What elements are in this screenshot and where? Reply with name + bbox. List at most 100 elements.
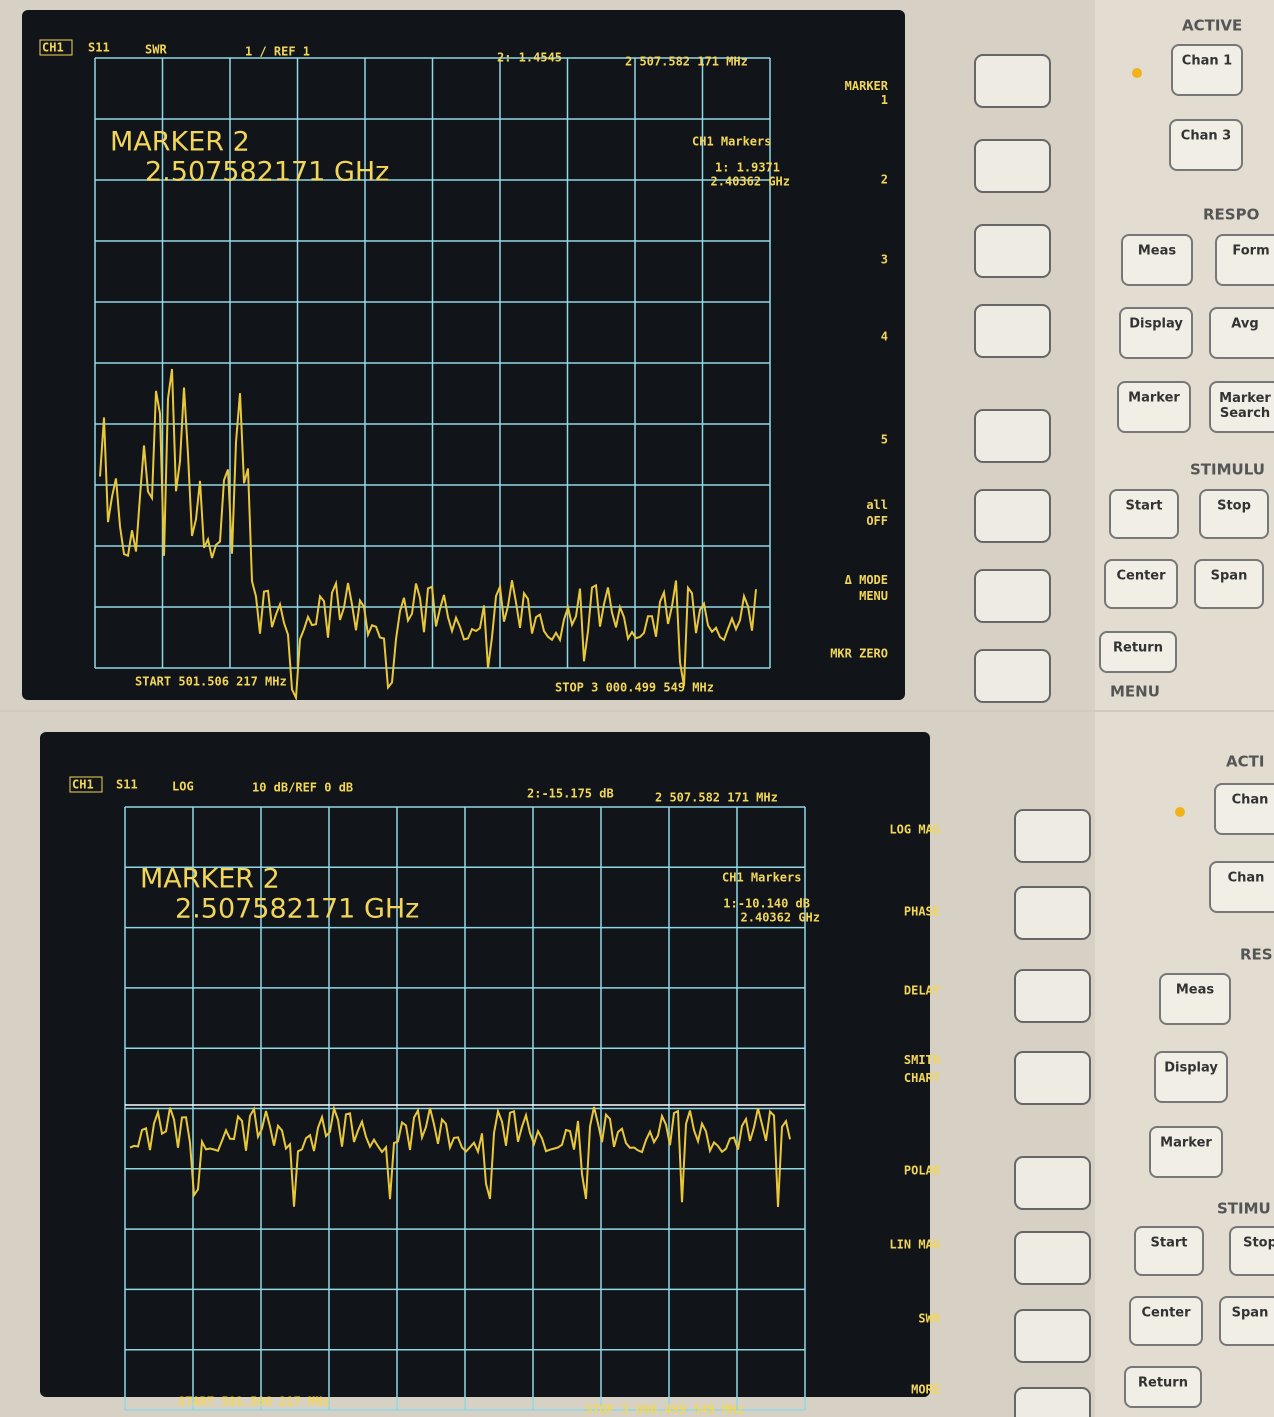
softkey-button bbox=[975, 490, 1050, 542]
button bbox=[1200, 490, 1268, 538]
softkey-button bbox=[1015, 970, 1090, 1022]
button-label: Stop bbox=[1243, 1236, 1274, 1251]
softkey-button bbox=[1015, 1157, 1090, 1209]
screen bbox=[22, 10, 905, 700]
softkey-button bbox=[1015, 887, 1090, 939]
marker-freq: 2.507582171 GHz bbox=[175, 894, 419, 925]
start-freq: START 501.506 217 MHz bbox=[178, 1395, 330, 1409]
button-label: Span bbox=[1232, 1306, 1269, 1321]
header-marker-freq: 2 507.582 171 MHz bbox=[625, 55, 748, 69]
stop-freq: STOP 3 000.499 549 MHz bbox=[585, 1403, 744, 1417]
button bbox=[1230, 1227, 1274, 1275]
softkey-button bbox=[975, 410, 1050, 462]
button bbox=[1122, 235, 1192, 285]
header-marker-readout: 2: 1.4545 bbox=[497, 51, 562, 65]
softkey-label: MKR ZERO bbox=[830, 647, 888, 661]
header-format: SWR bbox=[145, 43, 167, 57]
header-scale: 10 dB/REF 0 dB bbox=[252, 781, 353, 795]
softkey-button bbox=[975, 570, 1050, 622]
softkey-button bbox=[1015, 1052, 1090, 1104]
button-label: Display bbox=[1164, 1061, 1218, 1076]
section-label: ACTI bbox=[1226, 753, 1264, 771]
header-marker-freq: 2 507.582 171 MHz bbox=[655, 791, 778, 805]
analyzer-photo: CH1 S11 SWR 1 / REF 1 2: 1.4545 2 507.582 171… bbox=[0, 0, 1274, 710]
button-label: Start bbox=[1126, 499, 1163, 514]
header-param: S11 bbox=[116, 778, 138, 792]
softkey-label: 3 bbox=[881, 253, 888, 267]
softkey-label: LIN MAG bbox=[889, 1238, 940, 1252]
button-label: Meas bbox=[1176, 983, 1215, 998]
analyzer-photo: CH1 S11 LOG 10 dB/REF 0 dB 2:-15.175 dB 2 507… bbox=[0, 712, 1274, 1417]
button-label: Display bbox=[1129, 317, 1183, 332]
button-label: Center bbox=[1116, 569, 1166, 584]
active-led bbox=[1132, 68, 1142, 78]
button bbox=[1170, 120, 1242, 170]
softkey-button bbox=[1015, 810, 1090, 862]
button-label: Marker bbox=[1128, 391, 1180, 406]
marker-title: MARKER 2 bbox=[110, 127, 250, 158]
button-label: Chan 1 bbox=[1182, 54, 1232, 69]
button-label: Form bbox=[1232, 244, 1269, 259]
button bbox=[1195, 560, 1263, 608]
marker-list-value: 1: 1.9371 bbox=[715, 161, 780, 175]
button bbox=[1130, 1297, 1202, 1345]
button-label: Meas bbox=[1138, 244, 1177, 259]
button-label: Span bbox=[1211, 569, 1248, 584]
button bbox=[1172, 45, 1242, 95]
softkey-label: SWR bbox=[918, 1312, 940, 1326]
button-label: Stop bbox=[1217, 499, 1251, 514]
header-format: LOG bbox=[172, 780, 194, 794]
softkey-button bbox=[1015, 1232, 1090, 1284]
stop-freq: STOP 3 000.499 549 MHz bbox=[555, 681, 714, 695]
softkey-button bbox=[975, 140, 1050, 192]
button bbox=[1120, 308, 1192, 358]
button bbox=[1135, 1227, 1203, 1275]
softkey-label: POLAR bbox=[904, 1164, 941, 1178]
button bbox=[1220, 1297, 1274, 1345]
button-label: Start bbox=[1151, 1236, 1188, 1251]
marker-list-value: 1:-10.140 dB bbox=[723, 897, 810, 911]
marker-freq: 2.507582171 GHz bbox=[145, 157, 389, 188]
button bbox=[1160, 974, 1230, 1024]
marker-list-freq: 2.40362 GHz bbox=[741, 911, 820, 925]
section-label: STIMU bbox=[1217, 1200, 1271, 1218]
header-scale: 1 / REF 1 bbox=[245, 45, 310, 59]
softkey-button bbox=[1015, 1310, 1090, 1362]
button-label: Return bbox=[1113, 641, 1163, 656]
button bbox=[1118, 382, 1190, 432]
button-label: Chan 3 bbox=[1181, 129, 1231, 144]
section-label: MENU bbox=[1110, 683, 1160, 701]
section-label: STIMULU bbox=[1190, 461, 1265, 479]
header-channel: CH1 bbox=[72, 778, 94, 792]
softkey-button bbox=[975, 55, 1050, 107]
button-label: Return bbox=[1138, 1376, 1188, 1391]
button bbox=[1150, 1127, 1222, 1177]
softkey-label: 4 bbox=[881, 330, 888, 344]
button bbox=[1210, 862, 1274, 912]
header-channel: CH1 bbox=[42, 41, 64, 55]
button bbox=[1155, 1052, 1227, 1102]
button-label: Marker bbox=[1160, 1136, 1212, 1151]
marker-list-freq: 2.40362 GHz bbox=[711, 175, 790, 189]
active-led bbox=[1175, 807, 1185, 817]
button-label: Avg bbox=[1231, 317, 1258, 332]
button-label: Chan bbox=[1228, 871, 1265, 886]
header-param: S11 bbox=[88, 41, 110, 55]
header-marker-readout: 2:-15.175 dB bbox=[527, 787, 614, 801]
softkey-label: 2 bbox=[881, 173, 888, 187]
softkey-button bbox=[975, 650, 1050, 702]
softkey-button bbox=[975, 305, 1050, 357]
marker-list-title: CH1 Markers bbox=[692, 135, 771, 149]
section-label: RES bbox=[1240, 946, 1273, 964]
softkey-button bbox=[1015, 1388, 1090, 1417]
button-label: Chan bbox=[1232, 793, 1269, 808]
section-label: RESPO bbox=[1203, 206, 1259, 224]
button-label: Center bbox=[1141, 1306, 1191, 1321]
section-label: ACTIVE bbox=[1182, 17, 1242, 35]
button bbox=[1216, 235, 1274, 285]
softkey-label: PHASE bbox=[904, 905, 940, 919]
softkey-label: MORE bbox=[911, 1383, 940, 1397]
softkey-label: 5 bbox=[881, 433, 888, 447]
button bbox=[1210, 308, 1274, 358]
button bbox=[1105, 560, 1177, 608]
